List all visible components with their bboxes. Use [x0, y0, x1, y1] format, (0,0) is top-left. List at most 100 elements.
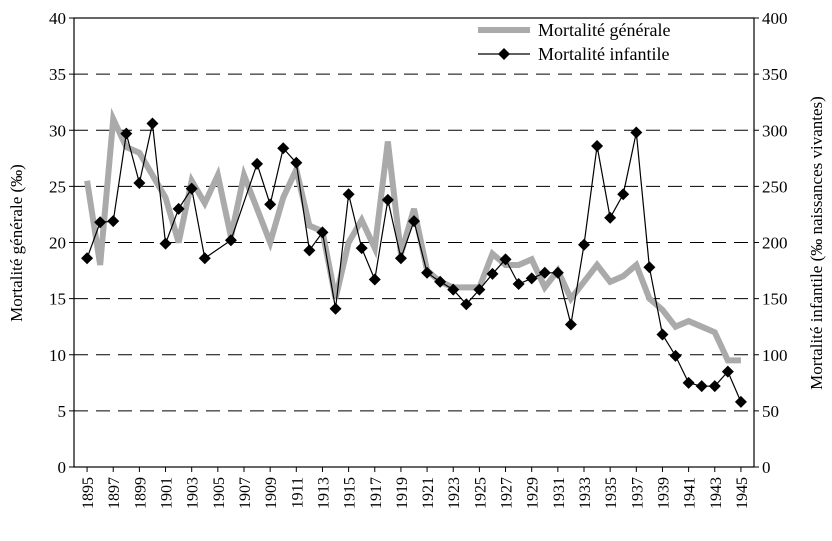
marker: [251, 157, 264, 170]
x-tick-label: 1931: [551, 477, 568, 509]
y2-tick-label: 50: [762, 402, 779, 421]
y-tick-label: 30: [49, 121, 66, 140]
marker: [708, 380, 721, 393]
marker: [604, 211, 617, 224]
marker: [447, 283, 460, 296]
y2-tick-label: 0: [762, 458, 771, 477]
x-tick-label: 1945: [734, 477, 751, 509]
marker: [656, 328, 669, 341]
marker: [224, 234, 237, 247]
marker: [81, 252, 94, 265]
marker: [185, 182, 198, 195]
y2-axis-label: Mortalité infantile (‰ naissances vivant…: [807, 96, 826, 390]
marker: [538, 266, 551, 279]
x-tick-label: 1933: [577, 477, 594, 509]
x-tick-label: 1923: [446, 477, 463, 509]
y-tick-label: 40: [49, 9, 66, 28]
y2-tick-label: 300: [762, 121, 788, 140]
x-tick-label: 1943: [708, 477, 725, 509]
marker: [381, 193, 394, 206]
series-line: [84, 107, 741, 364]
marker: [460, 298, 473, 311]
x-tick-label: 1915: [342, 477, 359, 509]
marker: [120, 127, 133, 140]
y2-tick-label: 350: [762, 65, 788, 84]
marker: [434, 275, 447, 288]
x-tick-label: 1939: [655, 477, 672, 509]
marker: [94, 216, 107, 229]
x-tick-label: 1941: [682, 477, 699, 509]
marker: [368, 273, 381, 286]
marker: [159, 237, 172, 250]
marker: [721, 365, 734, 378]
y2-tick-label: 200: [762, 234, 788, 253]
x-tick-label: 1897: [106, 477, 123, 509]
y-tick-label: 10: [49, 346, 66, 365]
y-tick-label: 20: [49, 234, 66, 253]
marker: [172, 202, 185, 215]
marker: [630, 126, 643, 139]
marker: [525, 272, 538, 285]
x-tick-label: 1903: [185, 477, 202, 509]
marker: [682, 376, 695, 389]
marker: [617, 188, 630, 201]
y2-tick-label: 400: [762, 9, 788, 28]
legend-label: Mortalité générale: [538, 20, 670, 40]
y2-tick-label: 250: [762, 177, 788, 196]
x-tick-label: 1917: [368, 477, 385, 509]
x-tick-label: 1925: [472, 477, 489, 509]
marker: [329, 302, 342, 315]
marker: [290, 156, 303, 169]
marker: [277, 142, 290, 155]
x-tick-label: 1929: [525, 477, 542, 509]
x-tick-label: 1921: [420, 477, 437, 509]
x-tick-label: 1911: [289, 477, 306, 508]
plot-frame: [73, 17, 755, 468]
y-axis-label: Mortalité générale (‰): [7, 164, 26, 322]
y-tick-label: 5: [58, 402, 67, 421]
marker: [264, 198, 277, 211]
y-tick-label: 35: [49, 65, 66, 84]
x-tick-label: 1905: [211, 477, 228, 509]
x-tick-label: 1935: [603, 477, 620, 509]
marker: [499, 253, 512, 266]
marker: [669, 349, 682, 362]
marker: [564, 318, 577, 331]
marker: [473, 283, 486, 296]
legend-label: Mortalité infantile: [538, 44, 669, 64]
marker: [198, 252, 211, 265]
y-tick-label: 0: [58, 458, 67, 477]
marker: [133, 177, 146, 190]
x-tick-label: 1895: [80, 477, 97, 509]
x-tick-label: 1901: [159, 477, 176, 509]
x-tick-label: 1927: [499, 477, 516, 509]
y-tick-label: 15: [49, 290, 66, 309]
y-tick-label: 25: [49, 177, 66, 196]
marker: [394, 252, 407, 265]
marker: [342, 188, 355, 201]
marker: [734, 395, 747, 408]
marker: [316, 226, 329, 239]
marker: [303, 244, 316, 257]
x-tick-label: 1909: [263, 477, 280, 509]
marker: [578, 238, 590, 251]
marker: [512, 278, 525, 291]
marker: [408, 215, 420, 228]
marker: [421, 266, 434, 279]
y2-tick-label: 100: [762, 346, 788, 365]
marker: [643, 261, 656, 274]
x-tick-label: 1899: [132, 477, 149, 509]
marker: [486, 267, 499, 280]
marker: [146, 117, 159, 130]
x-tick-label: 1919: [394, 477, 411, 509]
legend-marker: [498, 48, 510, 60]
marker: [695, 380, 708, 393]
marker: [551, 266, 564, 279]
marker: [355, 242, 368, 255]
marker: [107, 215, 120, 228]
series-line: [86, 123, 742, 403]
y2-tick-label: 150: [762, 290, 788, 309]
x-tick-label: 1937: [629, 477, 646, 509]
x-tick-label: 1907: [237, 477, 254, 509]
